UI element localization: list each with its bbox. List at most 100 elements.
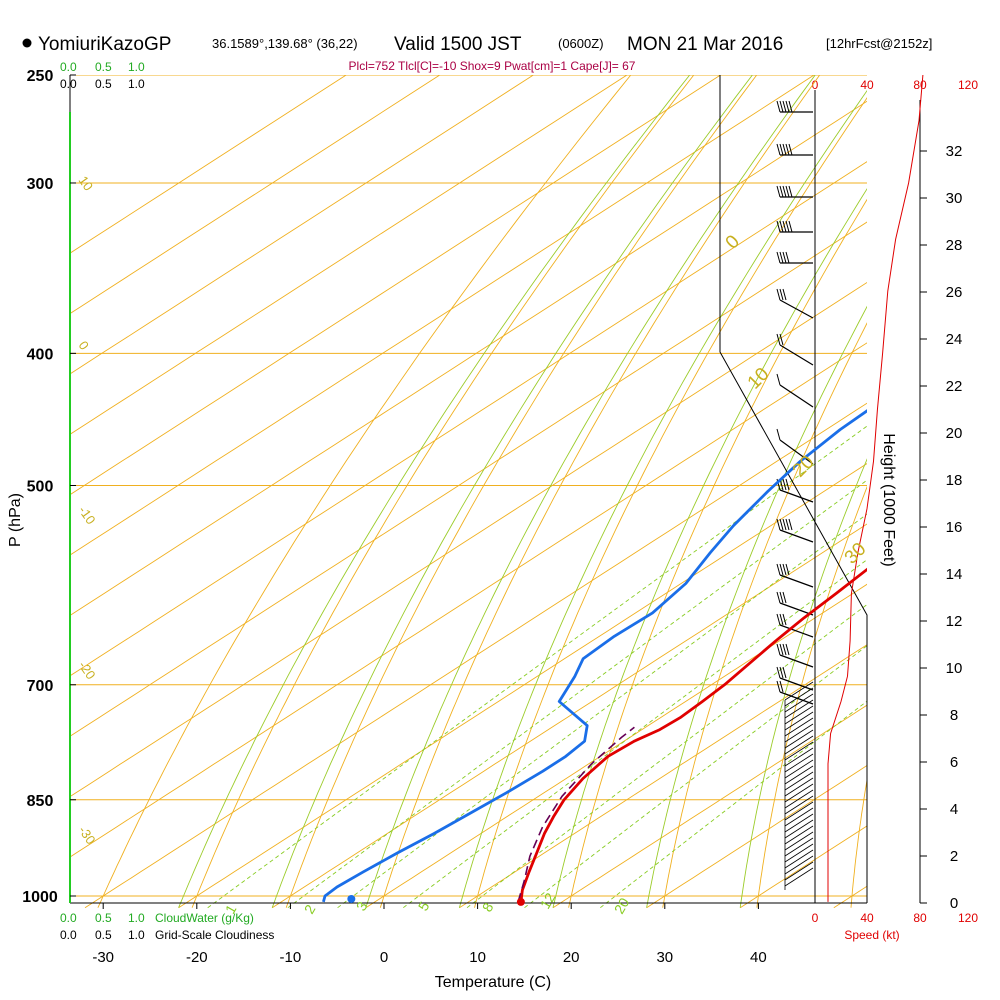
temp-tick-label: -20: [186, 949, 208, 966]
mixing-ratio-line: [524, 645, 867, 909]
isotherm-line: [70, 342, 867, 858]
dry-adiabat-line: [568, 198, 867, 908]
height-tick-label: 10: [946, 660, 963, 677]
wind-barb-staff: [784, 729, 814, 749]
height-tick-label: 30: [946, 190, 963, 207]
height-tick-label: 28: [946, 237, 963, 254]
wind-barb-feather: [788, 518, 793, 531]
isotherm-line: [70, 75, 535, 375]
wind-barb-feather: [776, 288, 781, 301]
wind-barb-feather: [782, 643, 787, 656]
wind-barb-staff: [784, 741, 814, 761]
isotherm-label: -20: [76, 658, 99, 682]
height-tick-label: 18: [946, 472, 963, 489]
wind-barb-feather: [776, 563, 781, 576]
dry-adiabat-label: 0: [722, 231, 744, 253]
height-tick-label: 12: [946, 613, 963, 630]
wind-barb-staff: [784, 687, 814, 707]
wind-barb-feather: [782, 666, 787, 679]
isotherm-line: [70, 75, 441, 315]
wind-barb-staff: [784, 849, 814, 869]
isotherm-line: [739, 825, 867, 909]
wind-barb-staff: [784, 867, 814, 887]
isotherm-label: 10: [76, 173, 97, 193]
wind-barb-feather: [779, 680, 784, 693]
isotherm-line: [70, 75, 815, 556]
dry-adiabat-line: [850, 777, 867, 908]
mixing-ratio-line: [403, 559, 867, 909]
wind-barb-staff: [784, 795, 814, 815]
wind-barb-staff: [784, 843, 814, 863]
cloudwater-top-scale-2: 1.0: [128, 60, 145, 74]
height-tick-label: 14: [946, 566, 963, 583]
height-tick-label: 20: [946, 425, 963, 442]
wind-barb-staff: [784, 825, 814, 845]
wind-barb-feather: [776, 251, 781, 264]
tropopause-line: [719, 75, 868, 903]
valid-time: Valid 1500 JST: [394, 34, 522, 55]
temp-tick-label: 20: [563, 949, 580, 966]
pressure-tick-label: 500: [27, 479, 54, 496]
wind-barb-staff: [784, 693, 814, 713]
height-tick-label: 0: [950, 895, 958, 912]
isotherm-line: [646, 764, 867, 909]
wind-barb-staff: [784, 723, 814, 743]
wind-barb-staff: [779, 489, 814, 503]
isotherm-line: [70, 161, 867, 677]
valid-date: MON 21 Mar 2016: [627, 34, 783, 55]
wind-barb-feather: [782, 591, 787, 604]
wind-barb-feather: [776, 680, 781, 693]
wind-barb-staff: [779, 299, 814, 319]
mixing-ratio-label: 5: [415, 899, 433, 914]
speed-bottom-scale-0: 0: [812, 911, 819, 925]
dry-adiabat-line: [97, 75, 632, 908]
mixing-ratio-line: [287, 479, 867, 909]
forecast-tag: [12hrFcst@2152z]: [826, 36, 932, 51]
wind-barb-staff: [779, 624, 814, 638]
wind-barb-feather: [788, 185, 793, 198]
height-axis-label: Height (1000 Feet): [880, 433, 897, 566]
mixing-ratio-line: [600, 700, 867, 909]
moist-adiabat-line: [739, 458, 867, 908]
temp-tick-label: 30: [656, 949, 673, 966]
wind-barb-feather: [779, 613, 784, 626]
wind-barb-staff: [784, 705, 814, 725]
wind-barb-staff: [784, 747, 814, 767]
cloudiness-top-scale-0: 0.0: [60, 77, 77, 91]
wind-barb-feather: [785, 478, 790, 491]
wind-barb-feather: [776, 185, 781, 198]
temp-tick-label: 0: [380, 949, 388, 966]
y-axis-label: P (hPa): [7, 493, 24, 547]
wind-barb-staff: [779, 344, 814, 366]
temperature-line: [519, 567, 867, 903]
height-tick-label: 2: [950, 848, 958, 865]
wind-barb-staff: [784, 855, 814, 875]
wind-barb-feather: [782, 100, 787, 113]
wind-barb-feather: [776, 143, 781, 156]
wind-barb-feather: [788, 143, 793, 156]
wind-barb-feather: [782, 478, 787, 491]
wind-barb-feather: [779, 563, 784, 576]
isotherm-line: [70, 75, 628, 435]
cloudiness-bottom-scale-0: 0.0: [60, 928, 77, 942]
wind-barb-feather: [788, 100, 793, 113]
wind-barb-staff: [784, 801, 814, 821]
speed-top-scale-1: 40: [860, 78, 874, 92]
wind-barb-feather: [779, 518, 784, 531]
wind-barb-staff: [779, 691, 814, 705]
isotherm-line: [70, 100, 867, 617]
surface-dewpoint-point: [347, 894, 356, 903]
wind-barb-feather: [776, 518, 781, 531]
dry-adiabat-line: [756, 485, 867, 908]
moist-adiabat-line: [365, 75, 816, 908]
height-tick-label: 26: [946, 284, 963, 301]
wind-barb-staff: [779, 602, 814, 616]
wind-barb-staff: [779, 439, 814, 465]
wind-barb-staff: [784, 819, 814, 839]
wind-barb-feather: [776, 613, 781, 626]
isotherm-line: [552, 704, 867, 909]
dry-adiabat-line: [474, 97, 867, 908]
wind-barb-feather: [788, 220, 793, 233]
wind-barb-feather: [785, 563, 790, 576]
